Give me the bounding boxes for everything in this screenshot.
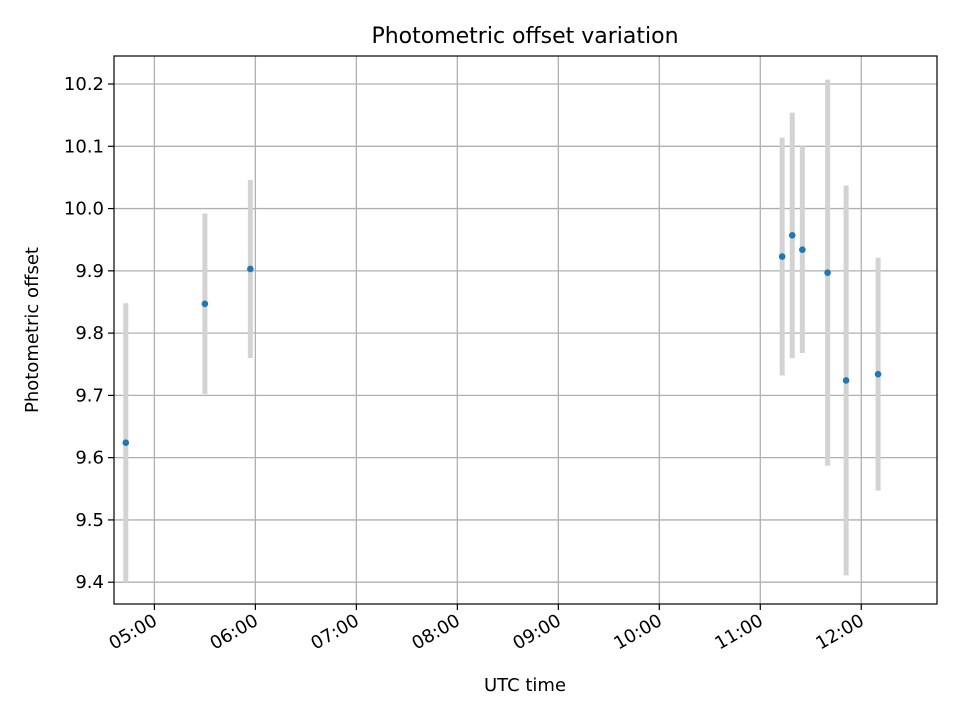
x-tick-label: 08:00 (408, 610, 463, 654)
error-bars (123, 79, 881, 583)
data-point (778, 253, 786, 260)
y-tick-label: 9.5 (75, 510, 104, 531)
x-axis-label: UTC time (484, 675, 566, 696)
data-point (122, 439, 130, 447)
data-point (799, 246, 806, 253)
data-point (247, 265, 254, 273)
plot-frame (113, 55, 938, 605)
x-tick-label: 07:00 (307, 610, 362, 654)
x-tick-label: 12:00 (812, 610, 867, 654)
y-tick-label: 9.9 (75, 261, 104, 282)
y-tick-label: 10.0 (64, 199, 104, 220)
x-tick-label: 09:00 (509, 610, 564, 654)
data-point (874, 370, 882, 378)
x-tick-label: 11:00 (711, 610, 766, 654)
y-tick-label: 9.4 (75, 572, 104, 593)
data-point (201, 300, 209, 308)
y-tick-label: 9.7 (75, 385, 104, 406)
data-points (122, 232, 882, 447)
y-tick-label: 9.6 (75, 448, 104, 469)
y-axis-label: Photometric offset (22, 247, 43, 413)
x-tick-label: 06:00 (206, 610, 261, 654)
data-point (824, 269, 831, 277)
x-tick-label: 05:00 (105, 610, 160, 654)
grid (114, 56, 937, 604)
y-tick-label: 10.2 (64, 74, 104, 95)
x-axis-ticks: 05:00 06:00 07:00 08:00 09:00 10:00 11:00 12:00 (105, 604, 868, 654)
y-tick-label: 10.1 (64, 136, 104, 157)
y-axis-ticks: 9.4 9.5 9.6 9.7 9.8 9.9 10.0 10.1 10.2 (64, 74, 114, 593)
chart-title: Photometric offset variation (371, 24, 678, 49)
data-point (788, 232, 796, 239)
data-point (842, 377, 850, 384)
x-tick-label: 10:00 (610, 610, 665, 654)
y-tick-label: 9.8 (75, 323, 104, 344)
